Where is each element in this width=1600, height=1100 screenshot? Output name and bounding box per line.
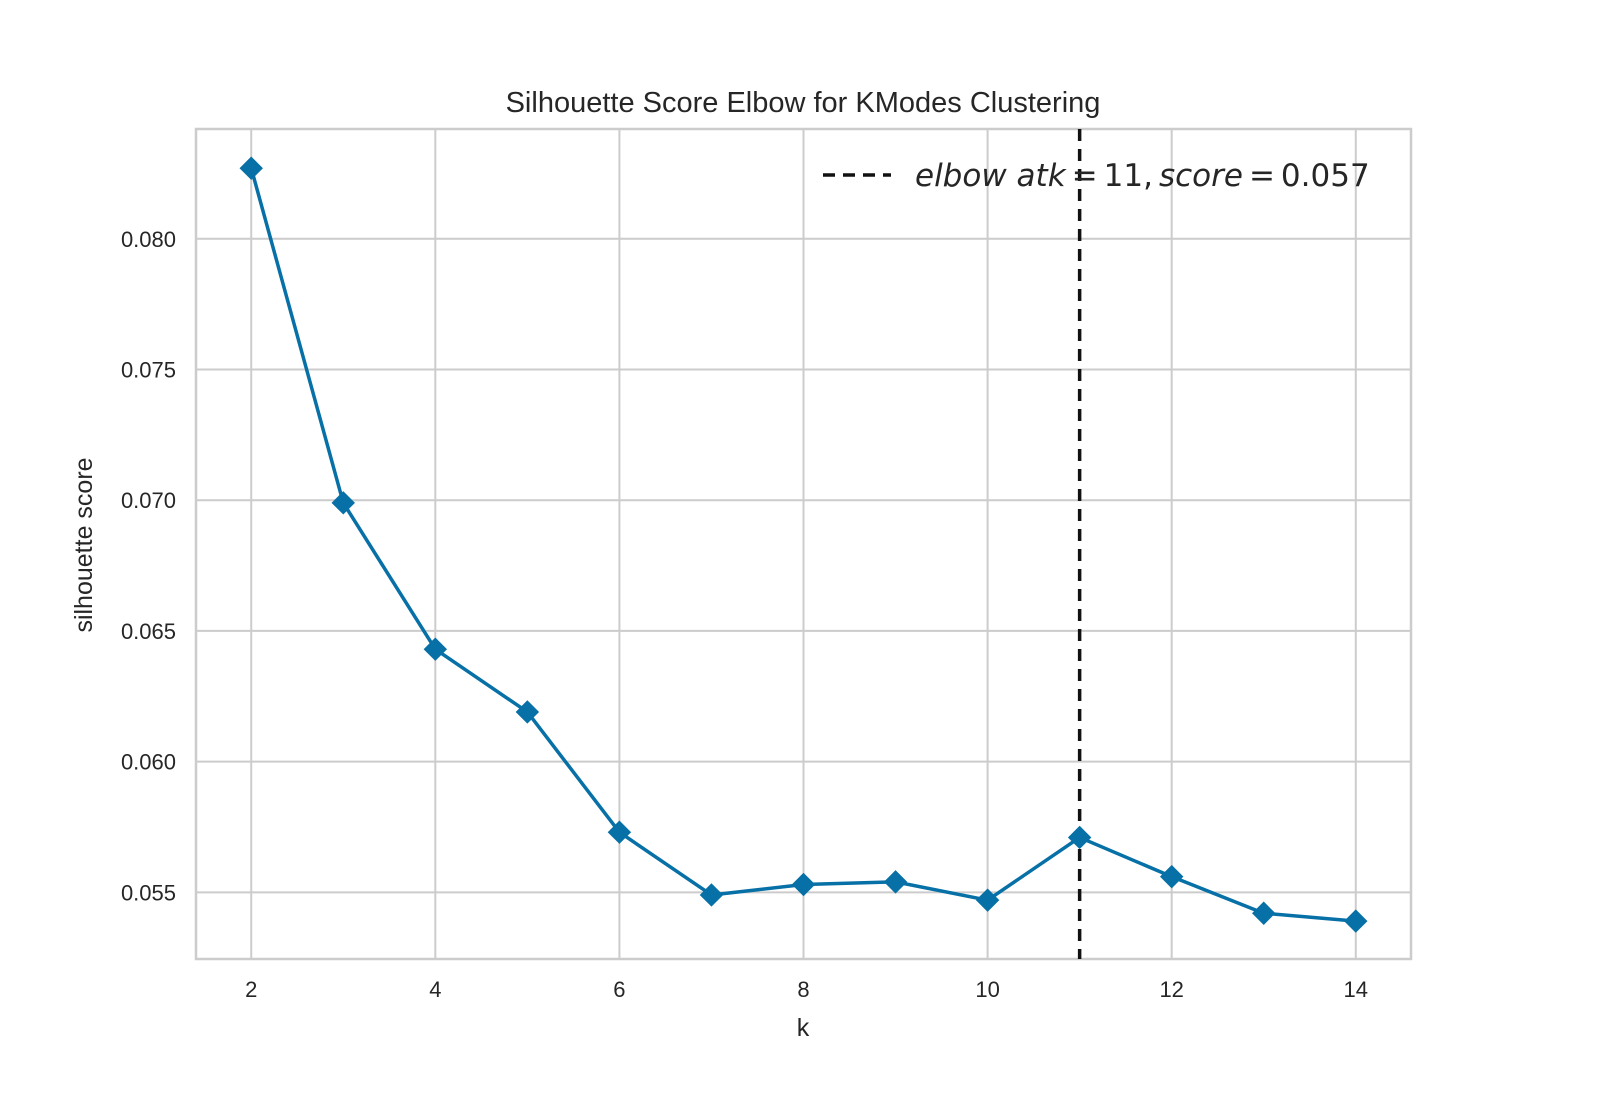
data-point-k3 <box>331 491 355 515</box>
y-tick-label: 0.070 <box>121 488 176 513</box>
x-axis-label: k <box>797 1014 810 1042</box>
y-tick-label: 0.080 <box>121 227 176 252</box>
chart-title: Silhouette Score Elbow for KModes Cluste… <box>506 87 1101 119</box>
x-tick-label: 2 <box>245 977 257 1002</box>
grid-lines <box>196 129 1411 959</box>
y-tick-label: 0.065 <box>121 619 176 644</box>
y-tick-labels: 0.055 0.060 0.065 0.070 0.075 0.080 <box>121 227 176 906</box>
data-point-k6 <box>607 820 632 844</box>
y-tick-label: 0.060 <box>121 750 176 775</box>
data-point-k14 <box>1344 909 1368 933</box>
x-tick-label: 8 <box>797 977 809 1002</box>
data-point-k10 <box>975 888 1000 912</box>
x-tick-label: 6 <box>613 977 625 1002</box>
data-point-k5 <box>515 700 540 724</box>
data-point-k2 <box>239 156 263 180</box>
data-point-k8 <box>791 872 816 897</box>
data-point-k4 <box>423 637 448 661</box>
legend-k-symbol: k <box>1048 158 1067 194</box>
legend-score-value: 0.057 <box>1281 158 1370 194</box>
y-tick-label: 0.055 <box>121 880 176 905</box>
data-point-k11 <box>1067 825 1092 850</box>
data-point-k9 <box>883 870 908 894</box>
plot-frame <box>194 127 1413 961</box>
data-point-k13 <box>1252 901 1276 925</box>
legend-k-value: 11, <box>1104 158 1153 194</box>
y-tick-label: 0.075 <box>121 358 176 383</box>
x-tick-label: 12 <box>1159 977 1183 1002</box>
legend-score-word: score <box>1159 158 1243 194</box>
legend-equals-1: = <box>1072 158 1098 194</box>
data-point-k12 <box>1159 864 1184 889</box>
legend-elbow-word: elbow at <box>915 158 1050 194</box>
x-tick-label: 10 <box>975 977 999 1002</box>
plot-border <box>194 127 1413 961</box>
legend-equals-2: = <box>1249 158 1275 194</box>
series-layer <box>239 156 1368 933</box>
y-axis-label: silhouette score <box>70 457 98 632</box>
x-tick-label: 14 <box>1344 977 1368 1002</box>
legend: elbow atk = 11, score = 0.057 <box>823 158 1370 194</box>
x-tick-labels: 2 4 6 8 10 12 14 <box>245 977 1368 1002</box>
x-tick-label: 4 <box>429 977 441 1002</box>
legend-elbow-label: elbow atk = 11, score = 0.057 <box>915 158 1370 194</box>
data-point-k7 <box>699 883 724 907</box>
